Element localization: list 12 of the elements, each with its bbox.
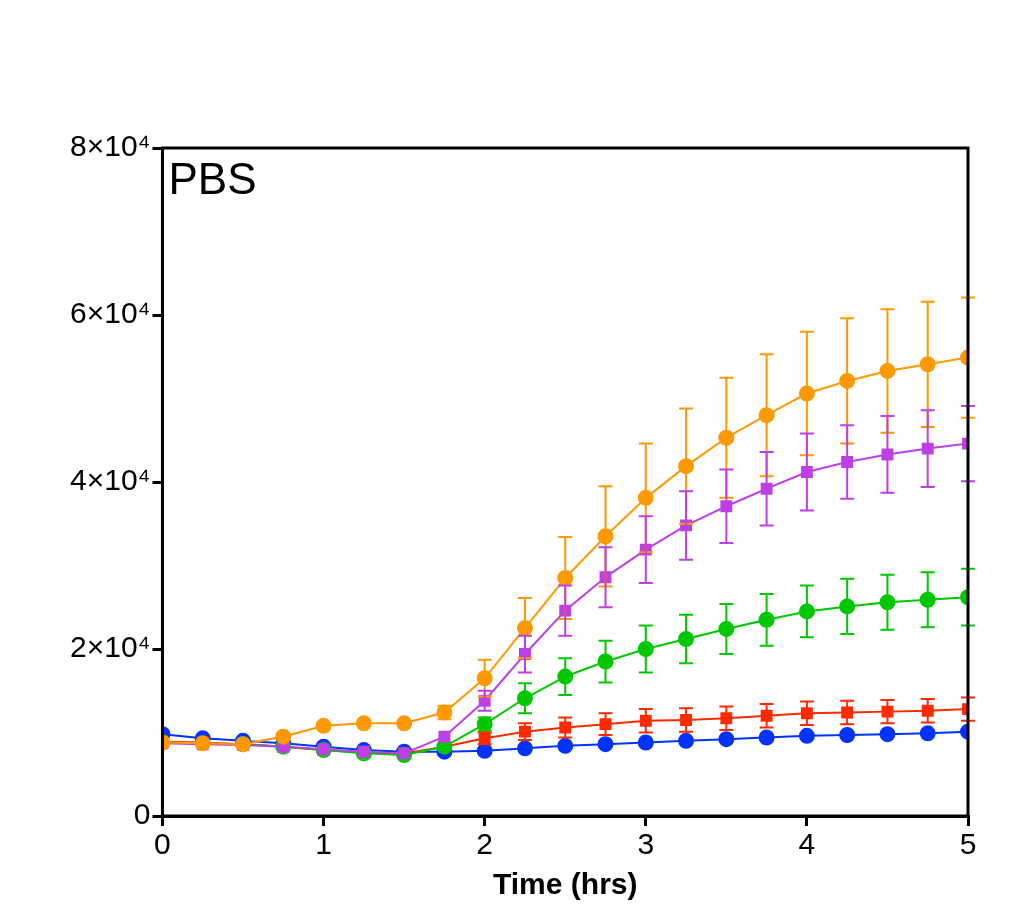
y-tick-label: 2×10⁴ — [70, 630, 151, 664]
x-tick-label: 1 — [315, 827, 332, 861]
y-tick-label: 0 — [133, 797, 151, 831]
x-tick-label: 5 — [959, 827, 977, 861]
x-tick-label: 4 — [798, 827, 816, 861]
y-tick-label: 8×10⁴ — [70, 129, 151, 163]
x-axis-title: Time (hrs) — [492, 867, 638, 901]
x-tick-label: 3 — [637, 827, 655, 861]
annotation: PBS — [168, 154, 257, 204]
x-tick-label: 2 — [476, 827, 494, 861]
y-tick-label: 6×10⁴ — [70, 296, 151, 330]
y-tick-label: 4×10⁴ — [70, 463, 151, 497]
